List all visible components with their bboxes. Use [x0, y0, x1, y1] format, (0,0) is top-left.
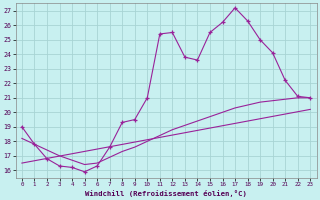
- X-axis label: Windchill (Refroidissement éolien,°C): Windchill (Refroidissement éolien,°C): [85, 190, 247, 197]
